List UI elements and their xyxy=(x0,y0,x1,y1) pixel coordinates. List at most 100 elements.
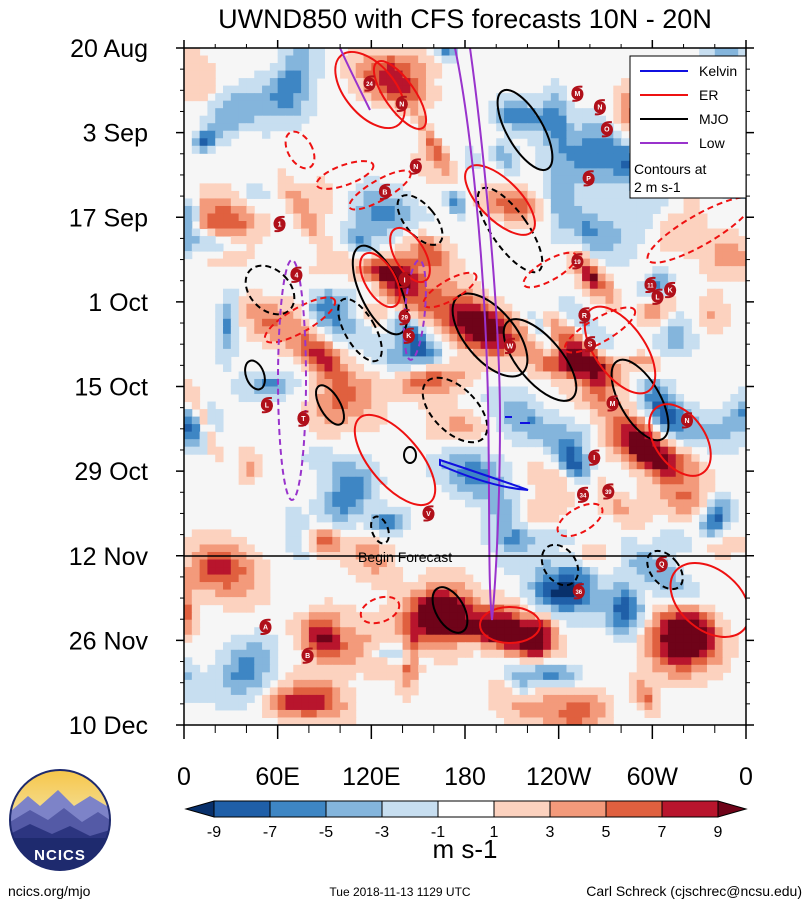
cyclone-marker: Q xyxy=(655,556,668,573)
logo-text: NCICS xyxy=(34,847,86,864)
cyclone-label: M xyxy=(574,91,580,98)
cyclone-label: V xyxy=(426,511,431,518)
cyclone-label: N xyxy=(399,101,404,108)
cyclone-label: B xyxy=(382,189,387,196)
x-tick-label: 120E xyxy=(342,763,400,791)
x-tick-label: 60W xyxy=(627,763,679,791)
cyclone-label: L xyxy=(655,294,660,301)
legend-label: ER xyxy=(699,87,718,103)
x-tick-label: 60E xyxy=(255,763,299,791)
cyclone-label: B xyxy=(305,653,310,660)
x-tick-label: 180 xyxy=(444,763,486,791)
contour xyxy=(315,384,345,426)
cyclone-marker: B xyxy=(301,647,314,664)
cyclone-marker: I xyxy=(398,271,411,288)
cyclone-marker: N xyxy=(593,99,606,116)
contour xyxy=(563,306,637,354)
cyclone-marker: B xyxy=(378,183,391,200)
cyclone-marker: V xyxy=(422,505,435,522)
begin-forecast-label: Begin Forecast xyxy=(358,549,452,565)
cyclone-label: 24 xyxy=(366,82,373,88)
y-tick-label: 1 Oct xyxy=(88,289,148,317)
colorbar-tick-label: 1 xyxy=(490,824,499,841)
colorbar-tick-label: -7 xyxy=(263,824,277,841)
cyclone-marker: 19 xyxy=(571,253,584,270)
cyclone-label: K xyxy=(406,333,411,340)
cyclone-label: 1 xyxy=(278,222,282,229)
contour xyxy=(479,606,541,644)
cyclone-marker: 4 xyxy=(290,266,303,283)
cyclone-marker: 29 xyxy=(398,308,411,326)
cyclone-label: O xyxy=(604,127,610,134)
x-tick-label: 0 xyxy=(177,763,191,791)
y-tick-label: 26 Nov xyxy=(69,627,149,655)
contour xyxy=(339,48,371,111)
contour xyxy=(315,160,375,190)
cyclone-label: I xyxy=(404,277,406,284)
contour xyxy=(583,305,657,395)
wind-anomaly-field xyxy=(184,48,746,725)
x-tick-label: 0 xyxy=(739,763,753,791)
cyclone-label: 36 xyxy=(575,590,582,596)
cyclone-label: 34 xyxy=(580,493,587,499)
cyclone-marker: L xyxy=(260,397,273,414)
contour xyxy=(359,595,401,625)
cyclone-label: K xyxy=(668,288,673,295)
contour xyxy=(263,296,337,344)
cyclone-marker: N xyxy=(395,95,408,112)
contour xyxy=(353,413,437,507)
cyclone-label: N xyxy=(413,164,418,171)
legend-label: Low xyxy=(699,135,726,151)
contour xyxy=(454,48,502,621)
contour xyxy=(403,259,427,361)
colorbar-tick-label: -3 xyxy=(375,824,389,841)
wave-filter-contours xyxy=(244,48,746,644)
cyclone-marker: A xyxy=(259,618,272,635)
colorbar-swatch xyxy=(717,800,748,818)
cyclone-label: 39 xyxy=(605,490,612,496)
contour xyxy=(610,358,670,442)
chart-title: UWND850 with CFS forecasts 10N - 20N xyxy=(218,4,712,34)
colorbar-tick-label: 7 xyxy=(658,824,667,841)
contour xyxy=(359,251,401,309)
cyclone-label: 4 xyxy=(294,272,298,279)
legend-note: Contours at xyxy=(634,161,706,177)
y-tick-label: 3 Sep xyxy=(83,120,148,148)
colorbar-swatch xyxy=(605,800,663,818)
cyclone-marker: 39 xyxy=(602,483,615,500)
colorbar-swatch xyxy=(661,800,719,818)
colorbar-swatch xyxy=(269,800,327,818)
contour xyxy=(284,130,316,170)
colorbar-swatch xyxy=(493,800,551,818)
legend-label: Kelvin xyxy=(699,63,737,79)
cyclone-label: R xyxy=(582,313,587,320)
cyclone-marker: 24 xyxy=(363,75,376,92)
author-credit: Carl Schreck (cjschrec@ncsu.edu) xyxy=(586,883,802,899)
contour xyxy=(421,376,489,444)
cyclone-marker: P xyxy=(582,170,595,187)
cyclone-label: Q xyxy=(659,562,665,569)
cyclone-marker: R xyxy=(578,307,591,324)
colorbar-tick-label: 5 xyxy=(602,824,611,841)
cyclone-marker: M xyxy=(571,85,584,102)
contour xyxy=(396,194,444,246)
cyclone-label: 29 xyxy=(401,316,408,322)
cyclone-label: N xyxy=(597,105,602,112)
colorbar: -9 -7 -5 -3 -1 1 3 5 7 9 xyxy=(184,800,748,841)
colorbar-tick-label: -5 xyxy=(319,824,333,841)
contour xyxy=(476,186,544,274)
contour xyxy=(334,50,406,130)
cyclone-label: W xyxy=(507,343,514,350)
cyclone-marker: 1 xyxy=(273,215,286,233)
cyclone-marker: 34 xyxy=(577,486,590,503)
y-tick-label: 29 Oct xyxy=(74,458,148,486)
colorbar-swatch xyxy=(213,800,271,818)
contour xyxy=(244,264,296,316)
cyclone-label: M xyxy=(610,401,616,408)
cyclone-marker: L xyxy=(651,288,664,305)
contour xyxy=(244,359,266,391)
cyclone-marker: S xyxy=(584,336,597,353)
cyclone-label: S xyxy=(588,342,593,349)
contour xyxy=(403,446,417,464)
